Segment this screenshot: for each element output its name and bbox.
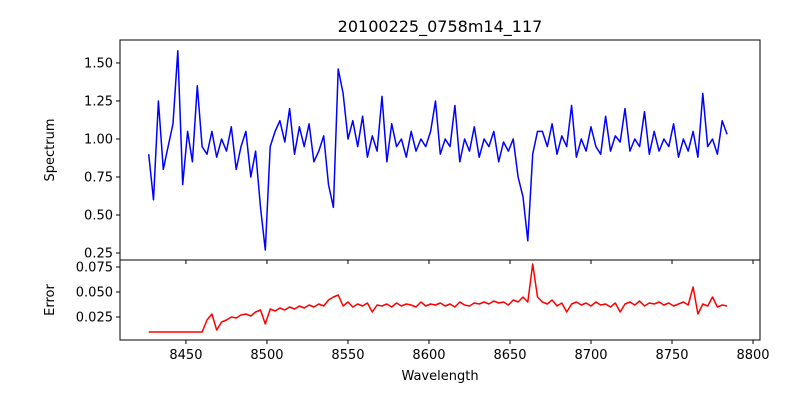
y-tick-label: 0.050 (76, 286, 113, 301)
y-tick-label: 0.50 (84, 208, 113, 223)
x-tick-label: 8500 (250, 348, 283, 363)
x-tick-label: 8750 (655, 348, 688, 363)
y-tick-label: 0.025 (76, 311, 113, 326)
x-axis-label: Wavelength (401, 369, 478, 384)
y-tick-label: 1.25 (84, 94, 113, 109)
chart-title: 20100225_0758m14_117 (338, 17, 543, 37)
x-tick-label: 8550 (331, 348, 364, 363)
y-tick-label: 1.50 (84, 56, 113, 71)
x-tick-label: 8450 (169, 348, 202, 363)
error-line (148, 263, 728, 333)
y-tick-label: 0.75 (84, 170, 113, 185)
spectrum-line (147, 50, 728, 251)
x-tick-label: 8800 (736, 348, 769, 363)
y-tick-label: 0.075 (76, 261, 113, 276)
spectrum-y-label: Spectrum (43, 119, 58, 182)
error-y-label: Error (43, 284, 58, 316)
x-tick-label: 8600 (412, 348, 445, 363)
y-tick-label: 1.00 (84, 132, 113, 147)
x-tick-label: 8650 (493, 348, 526, 363)
y-tick-label: 0.25 (84, 247, 113, 262)
x-tick-label: 8700 (574, 348, 607, 363)
axes-frame-1 (119, 259, 761, 341)
